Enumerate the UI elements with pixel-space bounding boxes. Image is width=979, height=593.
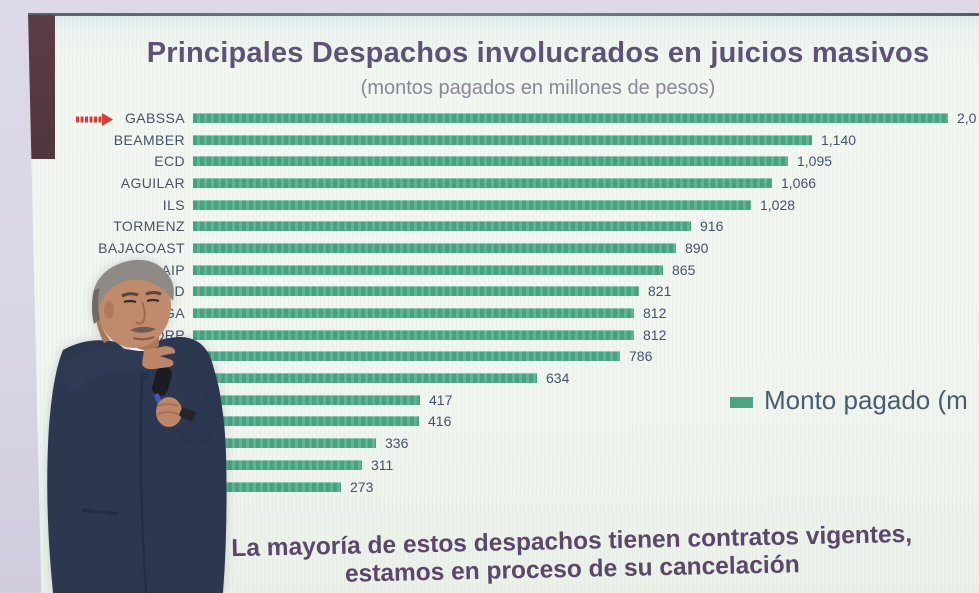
wristwatch bbox=[179, 407, 196, 422]
value-label: 311 bbox=[371, 456, 394, 473]
value-label: 865 bbox=[672, 261, 696, 278]
category-label: BEAMBER bbox=[113, 131, 185, 148]
value-bar bbox=[193, 438, 376, 449]
value-bar bbox=[193, 459, 362, 470]
value-label: 916 bbox=[700, 218, 724, 235]
value-label: 812 bbox=[643, 305, 667, 322]
value-bar bbox=[193, 264, 663, 275]
chart-legend: Monto pagado (m bbox=[730, 385, 968, 416]
value-label: 812 bbox=[643, 326, 667, 343]
category-label: ILS bbox=[162, 196, 185, 213]
value-bar bbox=[193, 329, 634, 340]
value-bar bbox=[193, 156, 788, 167]
chart-row: ECD 1,095 bbox=[28, 150, 979, 172]
ear bbox=[104, 301, 114, 319]
value-bar bbox=[193, 199, 751, 210]
chart-row: 416 bbox=[28, 411, 979, 433]
value-bar bbox=[193, 134, 812, 145]
category-label: TORMENZ bbox=[113, 218, 185, 235]
value-label: 1,140 bbox=[821, 131, 857, 148]
slide-footer: La mayoría de estos despachos tienen con… bbox=[168, 520, 977, 593]
chart-row: 336 bbox=[28, 432, 979, 454]
category-label: GABSSA bbox=[125, 109, 185, 126]
chart-row: BEAMBER 1,140 bbox=[28, 129, 979, 151]
value-label: 1,028 bbox=[760, 196, 796, 213]
value-bar bbox=[193, 286, 639, 297]
chart-row: AGUILAR 1,066 bbox=[28, 172, 979, 194]
value-label: 821 bbox=[648, 283, 672, 300]
value-bar bbox=[193, 394, 420, 405]
value-bar bbox=[193, 373, 537, 384]
value-bar bbox=[193, 242, 676, 253]
value-label: 336 bbox=[385, 435, 409, 452]
value-bar bbox=[193, 112, 948, 123]
value-bar bbox=[193, 308, 634, 319]
category-label: ECD bbox=[154, 153, 185, 170]
microphone bbox=[152, 366, 172, 396]
value-label: 634 bbox=[546, 370, 570, 387]
chart-row: GABSSA 2,0 bbox=[28, 107, 979, 129]
value-label: 890 bbox=[685, 239, 709, 256]
value-label: 1,095 bbox=[797, 153, 833, 170]
value-label: 416 bbox=[428, 413, 452, 430]
value-bar bbox=[193, 481, 341, 492]
hair bbox=[92, 259, 174, 321]
legend-swatch-icon bbox=[730, 396, 753, 408]
suit-torso bbox=[47, 336, 227, 593]
value-bar bbox=[193, 177, 772, 188]
legend-label: Monto pagado (m bbox=[764, 385, 968, 415]
slide-title: Principales Despachos involucrados en ju… bbox=[146, 37, 930, 69]
pointing-arm-sleeve bbox=[60, 348, 148, 394]
value-label: 786 bbox=[629, 348, 653, 365]
value-label: 273 bbox=[350, 478, 374, 495]
value-bar bbox=[193, 416, 419, 427]
highlight-arrow-icon bbox=[76, 113, 113, 126]
value-label: 1,066 bbox=[781, 174, 817, 191]
chart-row: 273 bbox=[28, 476, 979, 498]
slide-accent-block bbox=[28, 15, 55, 159]
chart-row: 311 bbox=[28, 454, 979, 476]
value-label: 417 bbox=[429, 391, 453, 408]
chart-row: ILS 1,028 bbox=[28, 194, 979, 216]
category-label: AGUILAR bbox=[120, 174, 185, 191]
value-label: 2,0 bbox=[957, 109, 977, 126]
chart-row: TORMENZ 916 bbox=[28, 215, 979, 237]
slide-subtitle: (montos pagados en millones de pesos) bbox=[360, 77, 716, 99]
presenter-person bbox=[47, 259, 227, 593]
mustache bbox=[130, 326, 156, 333]
value-bar bbox=[193, 221, 691, 232]
value-bar bbox=[193, 351, 620, 362]
chart-row: BAJACOAST 890 bbox=[28, 237, 979, 259]
category-label: BAJACOAST bbox=[98, 239, 185, 256]
chart-row: 417 bbox=[28, 389, 979, 411]
pointing-hand bbox=[142, 346, 176, 370]
chart-rows: GABSSA 2,0 BEAMBER 1,140 ECD 1,095 AGUILAR 1,06… bbox=[28, 107, 979, 497]
